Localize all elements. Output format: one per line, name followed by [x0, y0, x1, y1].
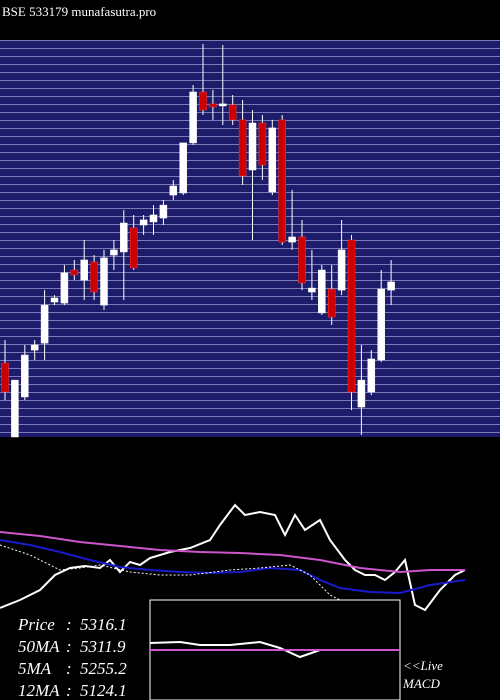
candle-body [248, 122, 257, 171]
indicator-line [0, 539, 466, 595]
candle-body [238, 119, 247, 177]
candle-body [110, 249, 118, 256]
candle-body [11, 379, 19, 438]
candle-body [209, 103, 217, 108]
info-value: 5316.1 [80, 615, 127, 634]
candle-body [169, 185, 178, 196]
info-label: Price [17, 615, 55, 634]
candle-body [298, 236, 306, 284]
macd-lines [149, 640, 400, 659]
candle-body [367, 358, 376, 393]
candle-body [179, 142, 187, 194]
candle-body [149, 214, 158, 223]
candle-body [357, 379, 366, 408]
info-label: 5MA [18, 659, 52, 678]
info-label: 50MA [18, 637, 60, 656]
candle-body [30, 344, 39, 351]
candle-body [228, 104, 237, 121]
candle-body [129, 227, 138, 269]
candle-body [100, 257, 108, 306]
indicator-line [149, 640, 385, 659]
candle-body [308, 287, 316, 293]
info-value: 5255.2 [80, 659, 127, 678]
macd-title: MACD [402, 676, 440, 691]
candle-body [159, 204, 168, 219]
indicator-line [0, 531, 465, 574]
candle-body [80, 259, 88, 281]
info: Price:5316.150MA:5311.95MA:5255.212MA:51… [17, 615, 127, 700]
candle-body [139, 219, 148, 226]
candle-body [337, 249, 346, 291]
candle-body [327, 288, 336, 318]
grid-pattern [0, 40, 500, 437]
candle-body [90, 261, 98, 293]
annotation: <<Live [403, 658, 443, 673]
candle-body [70, 269, 79, 276]
info-sep: : [66, 659, 72, 678]
candle-body [387, 281, 395, 291]
candle-body [199, 91, 207, 111]
candle-body [21, 354, 29, 398]
candle-body [288, 236, 296, 243]
candle-body [120, 222, 128, 253]
candle-body [268, 127, 277, 193]
info-label: 12MA [18, 681, 60, 700]
candle-body [318, 269, 326, 314]
info-sep: : [66, 681, 72, 700]
info-value: 5124.1 [80, 681, 127, 700]
candle-body [219, 103, 227, 107]
candle-body [189, 91, 197, 144]
candle-body [50, 297, 59, 303]
info-sep: : [66, 637, 72, 656]
indicator-lines [0, 503, 466, 612]
candle-body [377, 288, 385, 361]
candles [1, 43, 395, 438]
candle-body [1, 362, 9, 393]
chart-title: BSE 533179 munafasutra.pro [2, 4, 156, 19]
info-value: 5311.9 [80, 637, 126, 656]
info-sep: : [66, 615, 72, 634]
candle-body [40, 304, 49, 344]
candle-body [278, 119, 286, 243]
candle-body [347, 239, 356, 393]
indicator-line [0, 544, 341, 601]
candle-body [258, 122, 267, 166]
candle-body [60, 272, 69, 304]
